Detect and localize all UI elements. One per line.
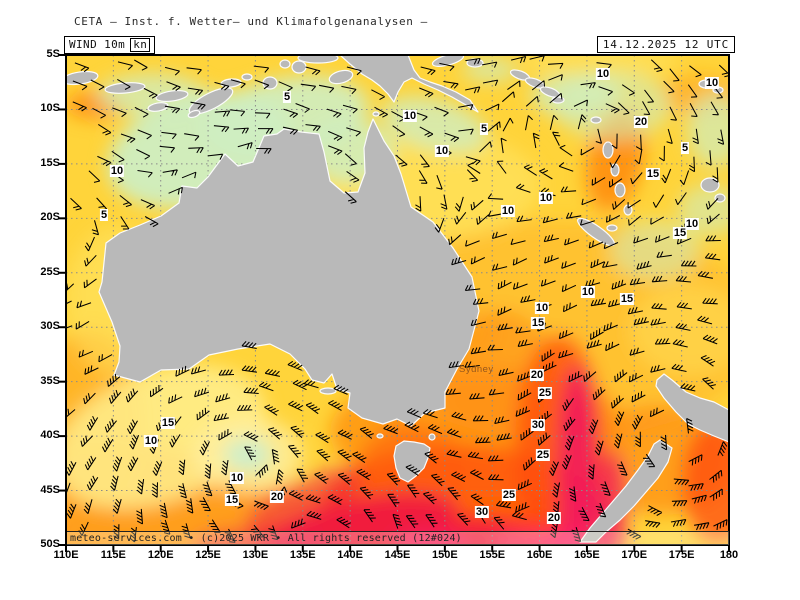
wind-speed-label: 10 [580,286,596,298]
wind-speed-label: 20 [529,369,545,381]
wind-speed-label: 10 [534,302,550,314]
institute-title: CETA — Inst. f. Wetter— und Klimafolgena… [74,15,428,28]
lon-tick-label: 135E [289,549,316,561]
lon-tick-label: 160E [526,549,553,561]
wind-barbs [66,55,729,543]
wind-speed-label: 20 [546,512,562,524]
wind-speed-label: 5 [680,142,690,154]
lat-tick-label: 15S [40,156,60,169]
wind-speed-label: 15 [530,317,546,329]
wind-speed-label: 25 [537,387,553,399]
wind-speed-label: 10 [109,165,125,177]
city-label-sydney: Sydney [459,364,494,375]
wind-speed-label: 30 [474,506,490,518]
lon-tick-label: 145E [384,549,411,561]
lat-tick-label: 35S [40,374,60,387]
lon-tick-label: 140E [337,549,363,561]
wind-speed-label: 10 [500,205,516,217]
land-polygons [66,55,729,543]
wind-speed-label: 10 [402,110,418,122]
lat-tick-label: 20S [40,211,60,224]
wind-speed-label: 15 [619,293,635,305]
lon-tick-label: 125E [195,549,221,561]
lat-tick-label: 40S [40,429,60,442]
wind-speed-label: 5 [282,91,292,103]
layer-label: WIND 10m kn [64,36,156,54]
wind-speed-label: 15 [672,227,688,239]
wind-speed-label: 15 [645,168,661,180]
wind-speed-label: 10 [684,218,700,230]
lon-tick-label: 165E [574,549,600,561]
wind-speed-label: 30 [530,419,546,431]
lat-tick-label: 45S [40,483,60,496]
lon-tick-label: 150E [431,549,458,561]
wind-speed-label: 15 [224,494,240,506]
lon-tick-label: 130E [242,549,269,561]
watermark: meteo-services.com • (c)2025 WKR • All r… [67,531,729,545]
map-border [65,54,730,546]
lon-tick-label: 180 [719,549,739,561]
lon-tick-label: 170E [621,549,648,561]
datetime-label: 14.12.2025 12 UTC [596,36,735,53]
lat-tick-label: 10S [40,102,60,115]
lon-tick-label: 110E [53,549,79,561]
wind-speed-label: 10 [704,77,720,89]
wind-speed-label: 10 [595,68,611,80]
wind-speed-label: 10 [143,435,159,447]
wind-speed-label: 20 [633,116,649,128]
lat-tick-label: 30S [40,320,60,333]
lon-tick-label: 120E [147,549,174,561]
lon-tick-label: 175E [668,549,695,561]
wind-speed-label: 5 [99,209,109,221]
wind-speed-label: 10 [434,145,450,157]
wind-speed-label: 25 [501,489,517,501]
lat-tick-label: 5S [46,48,60,60]
wind-speed-label: 25 [535,449,551,461]
lat-tick-label: 25S [40,265,60,278]
axis-ticks [58,54,730,552]
layer-name: WIND 10m [69,38,126,51]
wind-speed-label: 20 [269,491,285,503]
wind-speed-label: 10 [229,472,245,484]
unit-label: kn [130,38,151,52]
lon-tick-label: 155E [479,549,506,561]
lon-tick-label: 115E [100,549,126,561]
wind-speed-label: 10 [538,192,554,204]
wind-speed-label: 5 [479,123,489,135]
wind-speed-label: 15 [160,417,176,429]
lat-tick-label: 50S [40,538,60,550]
